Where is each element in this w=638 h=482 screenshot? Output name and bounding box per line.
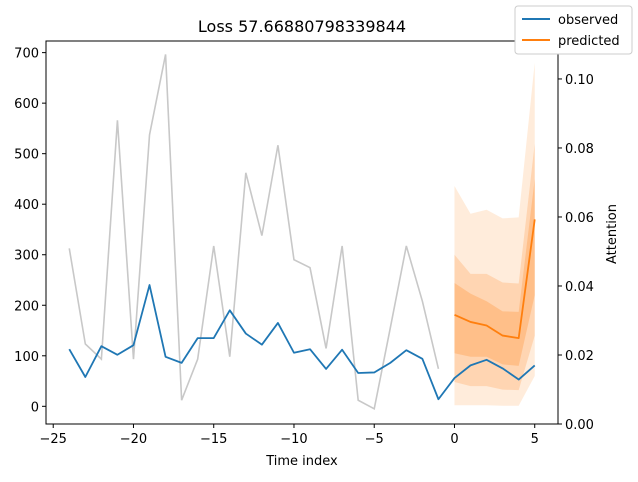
prediction-quantile-bands: [454, 62, 535, 406]
legend-label-observed: observed: [558, 13, 618, 28]
series-line-predicted: [454, 219, 536, 340]
data-series: [68, 219, 536, 401]
x-tick-label: −10: [280, 432, 307, 447]
y-tick-label: 600: [14, 97, 39, 112]
attention-series: [68, 54, 440, 411]
y-tick-label: 300: [14, 249, 39, 264]
x-tick-label: −5: [365, 432, 384, 447]
x-axis-label: Time index: [265, 454, 338, 469]
y-tick-label: 500: [14, 148, 39, 163]
y2-axis-label: Attention: [605, 204, 620, 264]
quantile-band-2: [454, 178, 535, 366]
y2-tick-label: 0.10: [565, 73, 594, 88]
quantile-band-1: [454, 143, 535, 391]
series-line-observed: [68, 284, 536, 401]
y-tick-label: 200: [14, 299, 39, 314]
y-tick-label: 100: [14, 350, 39, 365]
x-tick-label: −20: [120, 432, 147, 447]
plot-frame: [45, 40, 559, 425]
y-tick-label: 700: [14, 47, 39, 62]
y2-tick-label: 0.08: [565, 142, 594, 157]
x-tick-label: −15: [200, 432, 227, 447]
y2-tick-label: 0.04: [565, 280, 594, 295]
x-tick-label: 0: [450, 432, 458, 447]
x-tick-label: 5: [531, 432, 539, 447]
attention-line: [68, 54, 440, 411]
chart-title: Loss 57.66880798339844: [198, 17, 406, 36]
chart-axes: −25 −20 −15 −10 −5 0 501002003004005006007000.…: [14, 40, 594, 447]
quantile-band-0: [454, 62, 535, 406]
legend: observed predicted: [514, 5, 633, 55]
legend-label-predicted: predicted: [558, 34, 620, 49]
y2-tick-label: 0.06: [565, 211, 594, 226]
y2-tick-label: 0.02: [565, 349, 594, 364]
x-tick-label: −25: [40, 432, 67, 447]
y2-tick-label: 0.00: [565, 418, 594, 433]
y-tick-label: 0: [31, 400, 39, 415]
y-tick-label: 400: [14, 198, 39, 213]
